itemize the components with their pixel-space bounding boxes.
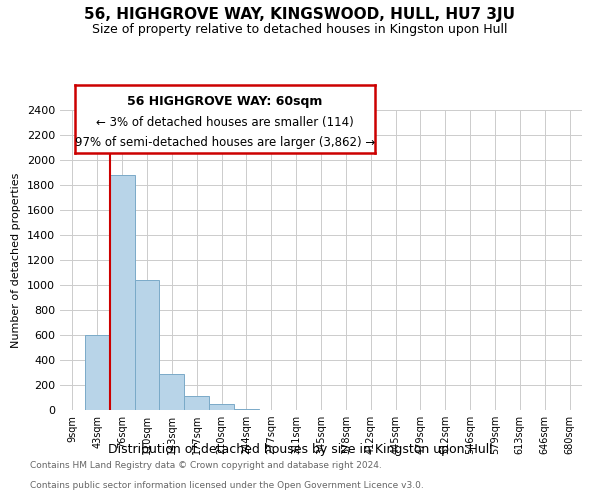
Text: 97% of semi-detached houses are larger (3,862) →: 97% of semi-detached houses are larger (…	[75, 136, 375, 149]
Bar	[110, 175, 134, 410]
Y-axis label: Number of detached properties: Number of detached properties	[11, 172, 22, 348]
Bar	[134, 280, 160, 410]
Bar	[160, 374, 184, 410]
Text: Size of property relative to detached houses in Kingston upon Hull: Size of property relative to detached ho…	[92, 22, 508, 36]
Text: 56, HIGHGROVE WAY, KINGSWOOD, HULL, HU7 3JU: 56, HIGHGROVE WAY, KINGSWOOD, HULL, HU7 …	[85, 8, 515, 22]
Bar	[184, 396, 209, 410]
Text: Distribution of detached houses by size in Kingston upon Hull: Distribution of detached houses by size …	[107, 442, 493, 456]
Text: Contains public sector information licensed under the Open Government Licence v3: Contains public sector information licen…	[30, 481, 424, 490]
Bar	[209, 404, 234, 410]
Bar	[234, 409, 259, 410]
Text: 56 HIGHGROVE WAY: 60sqm: 56 HIGHGROVE WAY: 60sqm	[127, 96, 323, 108]
Text: ← 3% of detached houses are smaller (114): ← 3% of detached houses are smaller (114…	[96, 116, 354, 128]
Bar	[85, 335, 110, 410]
Text: Contains HM Land Registry data © Crown copyright and database right 2024.: Contains HM Land Registry data © Crown c…	[30, 461, 382, 470]
